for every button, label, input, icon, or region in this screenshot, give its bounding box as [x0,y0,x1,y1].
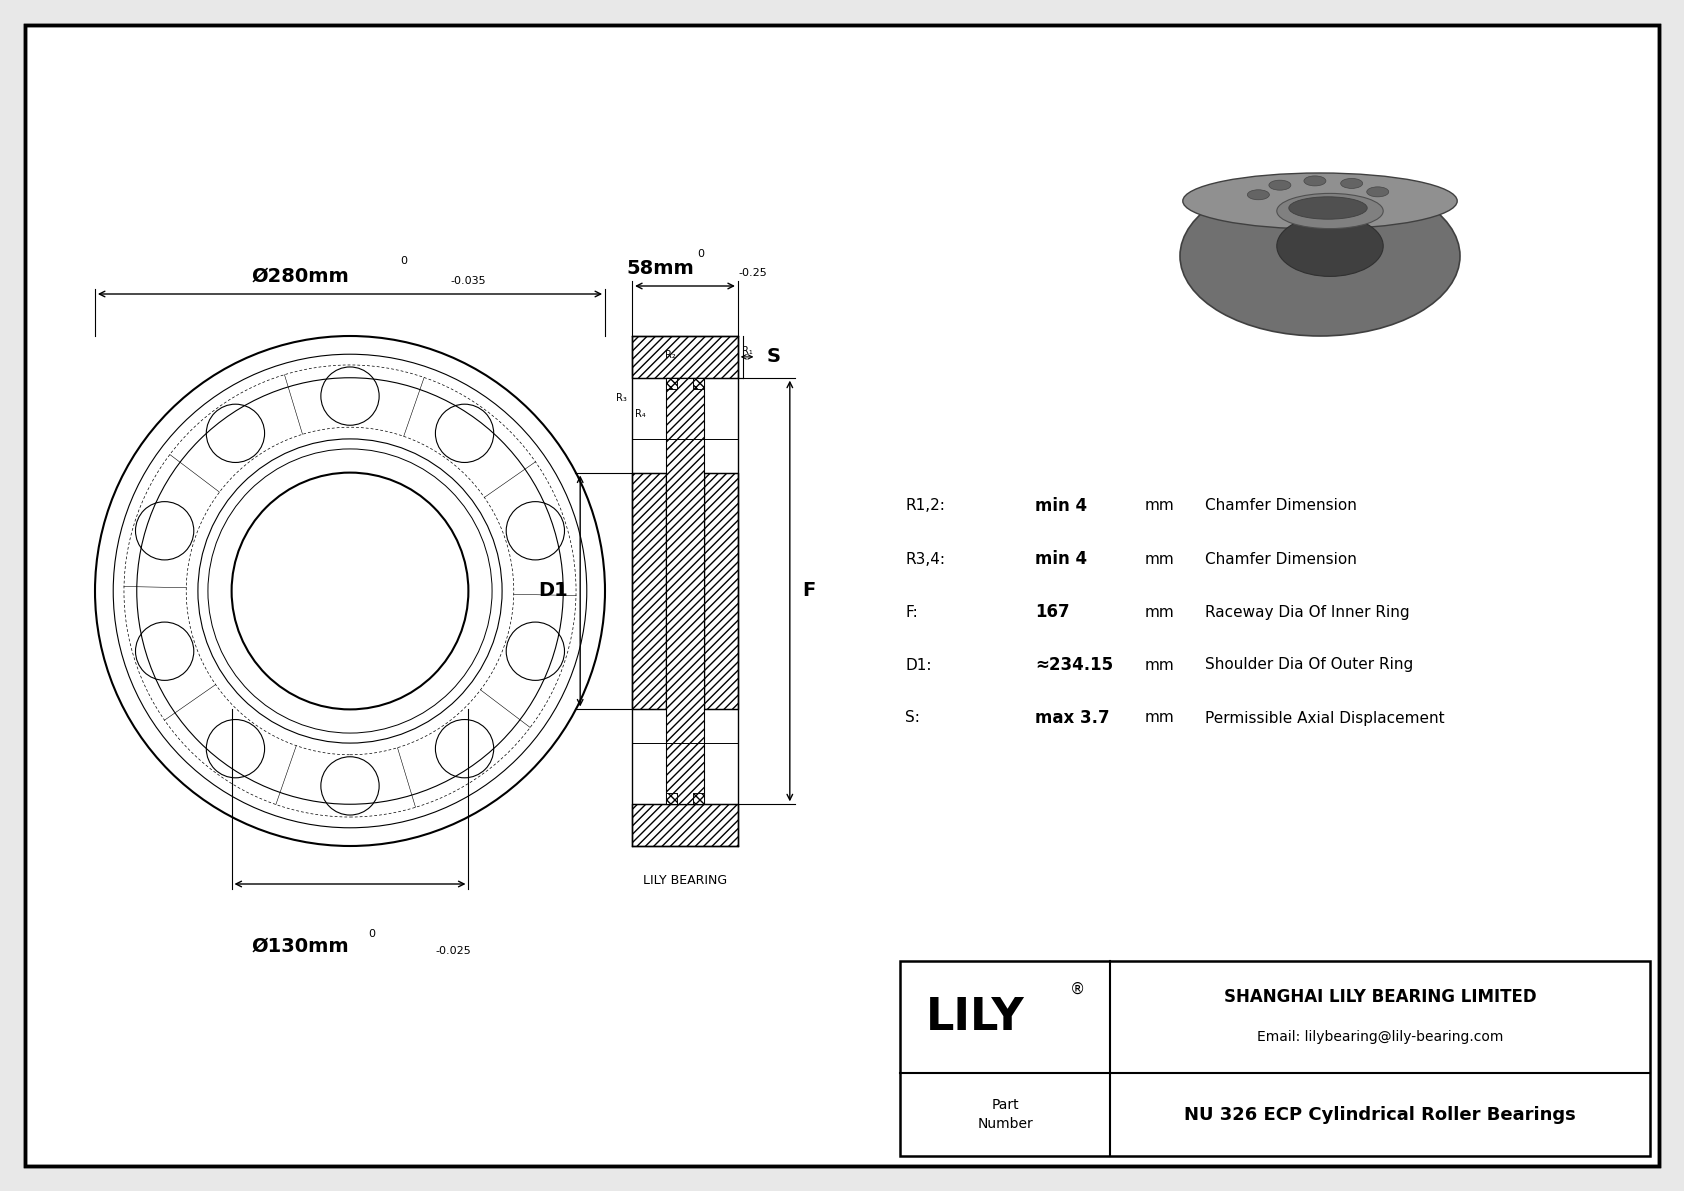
Text: -0.25: -0.25 [738,268,766,278]
Bar [899,961,1650,1156]
Text: min 4: min 4 [1036,497,1088,515]
Ellipse shape [1288,197,1367,219]
Text: mm: mm [1145,657,1175,673]
Text: LILY: LILY [926,996,1024,1039]
Ellipse shape [1367,187,1389,197]
Text: Raceway Dia Of Inner Ring: Raceway Dia Of Inner Ring [1206,605,1410,619]
Bar [694,378,704,388]
Ellipse shape [1276,216,1383,276]
Text: Chamfer Dimension: Chamfer Dimension [1206,499,1357,513]
Bar [665,378,704,804]
Text: LILY BEARING: LILY BEARING [643,874,727,887]
Bar [665,793,677,804]
Text: S:: S: [904,711,919,725]
Text: Ø130mm: Ø130mm [251,937,349,956]
Text: ®: ® [1069,981,1084,997]
Bar [694,793,704,804]
Bar [632,336,738,378]
Ellipse shape [1276,193,1383,229]
Bar [694,793,704,804]
Bar [704,473,738,710]
Bar [632,804,738,846]
Ellipse shape [1340,179,1362,188]
Text: -0.035: -0.035 [450,276,485,286]
Ellipse shape [1303,176,1325,186]
Bar [665,378,677,388]
Ellipse shape [1268,180,1292,191]
Text: Permissible Axial Displacement: Permissible Axial Displacement [1206,711,1445,725]
Bar [665,378,677,388]
Text: Shoulder Dia Of Outer Ring: Shoulder Dia Of Outer Ring [1206,657,1413,673]
Text: S: S [766,348,780,367]
Bar [694,378,704,388]
Text: Email: lilybearing@lily-bearing.com: Email: lilybearing@lily-bearing.com [1256,1030,1504,1043]
Text: Ø280mm: Ø280mm [251,267,349,286]
Text: -0.025: -0.025 [434,946,472,956]
Bar [665,378,704,804]
Text: Part
Number: Part Number [977,1098,1032,1130]
Text: D1:: D1: [904,657,931,673]
Text: F: F [802,581,815,600]
Text: R₄: R₄ [635,409,647,419]
Bar [665,793,677,804]
Text: 58mm: 58mm [626,258,694,278]
Text: Chamfer Dimension: Chamfer Dimension [1206,551,1357,567]
Text: 0: 0 [401,256,408,266]
Text: max 3.7: max 3.7 [1036,709,1110,727]
Text: D1: D1 [539,581,568,600]
Text: mm: mm [1145,605,1175,619]
Text: 0: 0 [369,929,376,939]
Text: mm: mm [1145,551,1175,567]
Ellipse shape [1182,173,1457,229]
Text: R₂: R₂ [665,350,675,360]
Text: SHANGHAI LILY BEARING LIMITED: SHANGHAI LILY BEARING LIMITED [1224,987,1536,1006]
Ellipse shape [1248,189,1270,200]
Bar [632,336,738,378]
Ellipse shape [1180,176,1460,336]
Bar [704,473,738,710]
Text: NU 326 ECP Cylindrical Roller Bearings: NU 326 ECP Cylindrical Roller Bearings [1184,1105,1576,1123]
Text: R1,2:: R1,2: [904,499,945,513]
Text: 0: 0 [697,249,704,258]
Bar [632,473,665,710]
Text: F:: F: [904,605,918,619]
Text: R₃: R₃ [616,393,626,403]
Text: R₁: R₁ [743,347,753,356]
Text: ≈234.15: ≈234.15 [1036,656,1113,674]
Text: min 4: min 4 [1036,550,1088,568]
Bar [632,473,665,710]
Text: R3,4:: R3,4: [904,551,945,567]
Bar [632,804,738,846]
Text: mm: mm [1145,499,1175,513]
Text: 167: 167 [1036,603,1069,621]
Text: mm: mm [1145,711,1175,725]
